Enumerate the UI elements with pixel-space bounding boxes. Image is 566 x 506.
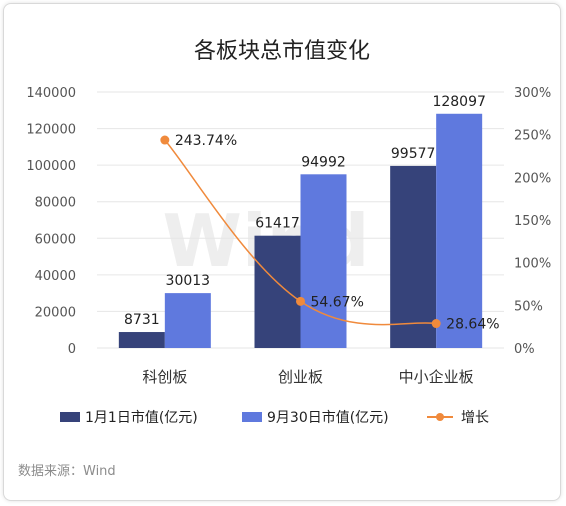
y-left-tick-label: 0: [68, 342, 76, 357]
bar-data-label: 8731: [124, 312, 160, 328]
bar-labels: 8731 30013 61417 94992 99577 128097: [124, 94, 486, 328]
bar: [164, 293, 211, 348]
legend-label: 1月1日市值(亿元): [85, 409, 198, 426]
y-right-tick-label: 250%: [514, 129, 551, 144]
bar-data-label: 94992: [301, 154, 346, 170]
x-axis-categories: 科创板 创业板 中小企业板: [142, 368, 473, 386]
chart-title: 各板块总市值变化: [194, 39, 370, 64]
bar: [436, 113, 483, 348]
legend-label: 增长: [461, 410, 489, 426]
y-right-axis: 0% 50% 100% 150% 200% 250% 300%: [514, 86, 551, 357]
bar: [118, 332, 165, 348]
y-left-tick-label: 40000: [35, 269, 76, 284]
growth-point: [296, 296, 305, 306]
y-right-tick-label: 50%: [514, 299, 543, 314]
bar-data-label: 30013: [166, 273, 211, 289]
bar: [300, 174, 347, 348]
x-category-label: 中小企业板: [399, 368, 474, 386]
legend-swatch: [242, 412, 262, 422]
y-left-tick-label: 20000: [35, 305, 76, 320]
y-right-tick-label: 200%: [514, 171, 551, 186]
growth-point: [160, 135, 170, 145]
bar-data-label: 128097: [432, 94, 485, 110]
growth-data-label: 243.74%: [175, 133, 237, 149]
y-right-tick-label: 300%: [514, 86, 551, 101]
bar: [390, 165, 437, 348]
y-right-tick-label: 0%: [514, 342, 535, 357]
legend-marker: [436, 413, 444, 421]
growth-data-label: 54.67%: [311, 294, 364, 310]
growth-data-label: 28.64%: [446, 317, 499, 333]
y-left-tick-label: 100000: [26, 159, 76, 174]
chart: 各板块总市值变化 Wind 02000040000600008000010000…: [26, 39, 551, 426]
growth-point: [431, 319, 441, 329]
legend-label: 9月30日市值(亿元): [267, 409, 389, 426]
legend-swatch: [60, 412, 80, 422]
x-category-label: 创业板: [278, 368, 323, 386]
bars: [118, 113, 483, 348]
y-left-tick-label: 60000: [35, 232, 76, 247]
bar: [254, 235, 301, 348]
legend: 1月1日市值(亿元) 9月30日市值(亿元) 增长: [60, 409, 489, 426]
y-right-tick-label: 100%: [514, 257, 551, 272]
growth-line: 243.74% 54.67% 28.64%: [160, 133, 500, 333]
y-left-tick-label: 120000: [26, 123, 76, 138]
source-note: 数据来源：Wind: [18, 464, 116, 479]
y-left-tick-label: 80000: [35, 196, 76, 211]
bar-data-label: 61417: [255, 216, 300, 232]
chart-card: 各板块总市值变化 Wind 02000040000600008000010000…: [3, 3, 561, 501]
x-category-label: 科创板: [142, 368, 187, 386]
y-left-axis: 0 20000 40000 60000 80000 100000 120000 140000: [26, 86, 76, 357]
y-right-tick-label: 150%: [514, 214, 551, 229]
y-left-tick-label: 140000: [26, 86, 76, 101]
bar-data-label: 99577: [391, 146, 436, 162]
